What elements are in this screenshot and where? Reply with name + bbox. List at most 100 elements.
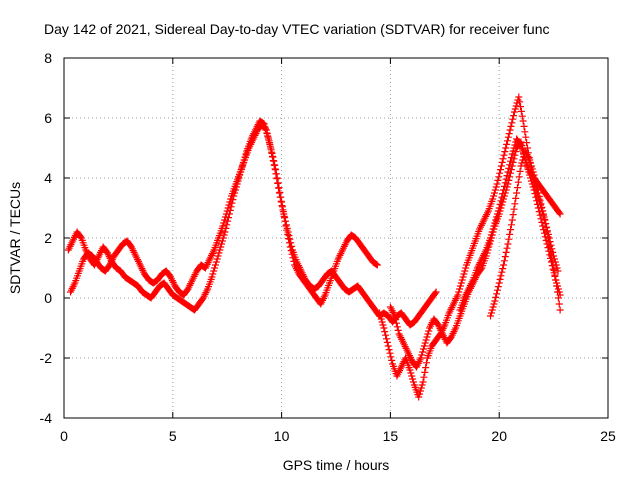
data-point — [417, 354, 425, 362]
data-point — [506, 126, 514, 134]
data-point — [499, 155, 507, 163]
data-point — [493, 286, 501, 294]
data-point — [213, 255, 221, 263]
data-point — [547, 258, 555, 266]
data-point — [422, 364, 430, 372]
data-point — [496, 200, 504, 208]
data-point — [384, 342, 392, 350]
data-point — [459, 273, 467, 281]
data-point — [508, 216, 516, 224]
data-point — [505, 130, 513, 138]
data-point — [513, 184, 521, 192]
data-point — [486, 234, 494, 242]
data-point — [276, 193, 284, 201]
data-point — [507, 122, 515, 130]
data-point — [279, 206, 287, 214]
data-point — [278, 202, 286, 210]
data-point — [499, 190, 507, 198]
data-point — [214, 252, 222, 260]
data-point — [393, 323, 401, 331]
data-point — [527, 159, 535, 167]
data-point — [508, 150, 516, 158]
data-point — [266, 140, 274, 148]
data-point — [530, 171, 538, 179]
data-point — [500, 257, 508, 265]
data-point — [211, 261, 219, 269]
data-point — [392, 319, 400, 327]
data-point — [392, 316, 400, 324]
data-point — [490, 300, 498, 308]
data-point — [517, 107, 525, 115]
data-point — [507, 154, 515, 162]
data-point — [493, 210, 501, 218]
data-point — [223, 207, 231, 215]
data-point — [515, 93, 523, 101]
data-point — [268, 148, 276, 156]
data-point — [503, 137, 511, 145]
data-point — [495, 279, 503, 287]
data-point — [499, 265, 507, 273]
data-point — [551, 271, 559, 279]
data-point — [454, 291, 462, 299]
data-point — [388, 356, 396, 364]
data-point — [419, 345, 427, 353]
data-point — [548, 257, 556, 265]
data-point — [267, 144, 275, 152]
data-point — [492, 183, 500, 191]
data-point — [415, 393, 423, 401]
data-point — [540, 215, 548, 223]
data-point — [288, 242, 296, 250]
data-point — [503, 140, 511, 148]
data-point — [504, 133, 512, 141]
data-point — [516, 167, 524, 175]
data-point — [535, 193, 543, 201]
data-point — [510, 205, 518, 213]
data-point — [500, 151, 508, 159]
data-point — [421, 339, 429, 347]
data-point — [462, 264, 470, 272]
data-point — [496, 275, 504, 283]
data-point — [408, 372, 416, 380]
data-point — [272, 170, 280, 178]
x-tick-label: 5 — [169, 428, 177, 444]
data-point — [423, 359, 431, 367]
y-tick-label: 8 — [44, 50, 52, 66]
data-point — [540, 211, 548, 219]
data-point — [495, 173, 503, 181]
data-point — [419, 348, 427, 356]
data-point — [527, 162, 535, 170]
data-point — [516, 98, 524, 106]
data-point — [498, 268, 506, 276]
data-point — [387, 353, 395, 361]
x-tick-label: 20 — [491, 428, 507, 444]
chart-title: Day 142 of 2021, Sidereal Day-to-day VTE… — [44, 21, 550, 37]
data-point — [505, 164, 513, 172]
grid-layer — [64, 58, 608, 418]
data-point — [420, 373, 428, 381]
data-point — [275, 184, 283, 192]
data-point — [497, 272, 505, 280]
data-point — [455, 288, 463, 296]
data-point — [546, 242, 554, 250]
x-tick-label: 25 — [600, 428, 616, 444]
data-point — [498, 158, 506, 166]
data-point — [420, 342, 428, 350]
data-point — [555, 300, 563, 308]
data-point — [215, 249, 223, 257]
y-tick-label: -2 — [40, 350, 53, 366]
data-point — [265, 137, 273, 145]
data-point — [379, 321, 387, 329]
data-point — [501, 148, 509, 156]
data-point — [490, 222, 498, 230]
data-point — [519, 117, 527, 125]
data-point — [554, 288, 562, 296]
data-point — [494, 207, 502, 215]
data-point — [501, 179, 509, 187]
y-tick-label: 0 — [44, 290, 52, 306]
x-axis-label: GPS time / hours — [283, 457, 390, 473]
data-point — [419, 378, 427, 386]
data-point — [391, 312, 399, 320]
data-point — [382, 331, 390, 339]
data-point — [377, 315, 385, 323]
data-point — [417, 384, 425, 392]
